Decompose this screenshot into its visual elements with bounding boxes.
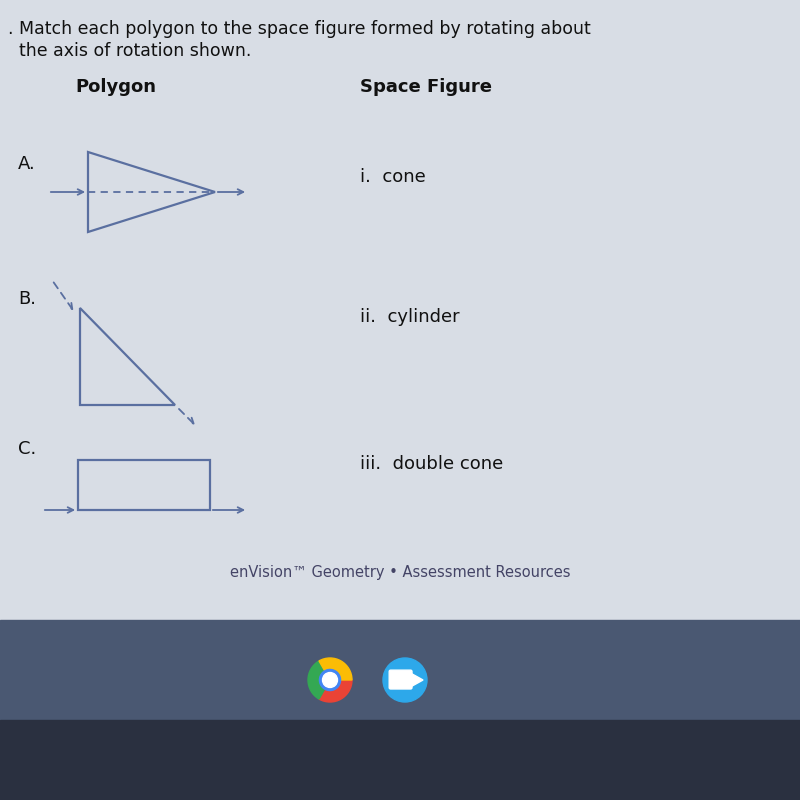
- Text: i.  cone: i. cone: [360, 168, 426, 186]
- Text: the axis of rotation shown.: the axis of rotation shown.: [8, 42, 251, 60]
- Circle shape: [322, 673, 338, 687]
- Text: Polygon: Polygon: [75, 78, 156, 96]
- Text: Space Figure: Space Figure: [360, 78, 492, 96]
- Text: ii.  cylinder: ii. cylinder: [360, 308, 460, 326]
- Wedge shape: [319, 658, 352, 680]
- Text: C.: C.: [18, 440, 36, 458]
- Circle shape: [383, 658, 427, 702]
- Polygon shape: [411, 674, 423, 686]
- Bar: [0, 620, 800, 720]
- Text: iii.  double cone: iii. double cone: [360, 455, 503, 473]
- Text: . Match each polygon to the space figure formed by rotating about: . Match each polygon to the space figure…: [8, 20, 590, 38]
- Text: A.: A.: [18, 155, 36, 173]
- Wedge shape: [308, 661, 330, 699]
- Bar: [0, 720, 800, 800]
- Text: B.: B.: [18, 290, 36, 308]
- Text: enVision™ Geometry • Assessment Resources: enVision™ Geometry • Assessment Resource…: [230, 565, 570, 580]
- FancyBboxPatch shape: [389, 670, 412, 689]
- Wedge shape: [319, 680, 352, 702]
- Circle shape: [319, 670, 341, 690]
